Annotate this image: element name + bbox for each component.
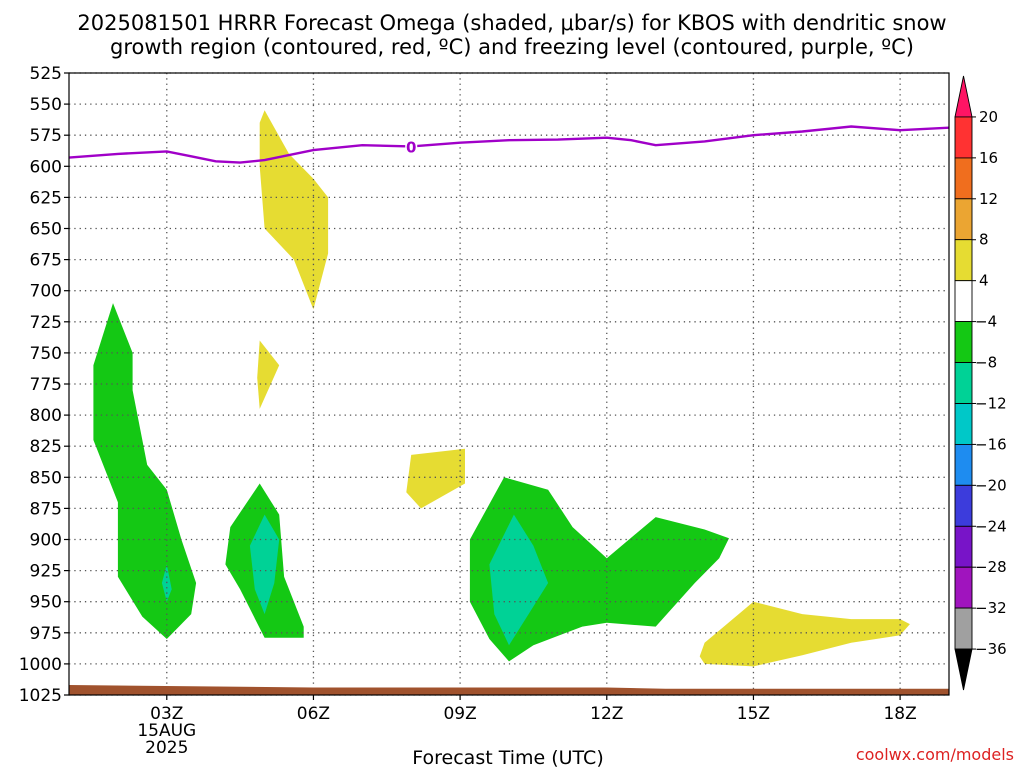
colorbar-swatch-13 (954, 607, 973, 650)
y-tick-label-2: 575 (30, 126, 62, 146)
y-tick-label-16: 925 (30, 562, 62, 582)
y-tick-label-7: 700 (30, 282, 62, 302)
colorbar-label-8: −16 (975, 435, 1007, 453)
omega-region-9 (489, 514, 549, 646)
colorbar-swatch-11 (954, 525, 973, 568)
omega-region-4 (93, 303, 197, 639)
freezing-level-line (68, 125, 950, 164)
colorbar-label-4: 4 (979, 272, 989, 290)
y-tick-label-10: 775 (30, 375, 62, 395)
colorbar-swatch-2 (954, 157, 973, 200)
chart-title-line1: 2025081501 HRRR Forecast Omega (shaded, … (77, 11, 946, 35)
y-tick-label-9: 750 (30, 344, 62, 364)
y-tick-label-18: 975 (30, 624, 62, 644)
y-tick-label-15: 900 (30, 531, 62, 551)
colorbar: 20 16 12 8 4 −4 −8 −12 −16 −20 −24 −28 −32 −36 (954, 75, 1007, 691)
colorbar-swatch-9 (954, 443, 973, 486)
omega-region-0 (259, 110, 329, 310)
colorbar-swatch-14 (954, 648, 973, 691)
y-tick-label-20: 1025 (19, 686, 62, 706)
x-tick-label-4: 15Z (737, 704, 770, 724)
site-credit: coolwx.com/models (856, 745, 1014, 764)
y-tick-label-8: 725 (30, 313, 62, 333)
colorbar-swatch-6 (954, 321, 973, 363)
colorbar-swatch-10 (954, 484, 973, 527)
colorbar-label-0: 20 (979, 108, 998, 126)
omega-region-3 (699, 601, 910, 667)
x-tick-label-5: 18Z (883, 704, 916, 724)
colorbar-label-1: 16 (979, 149, 998, 167)
x-tick-label-0: 03Z (150, 704, 183, 724)
colorbar-swatch-4 (954, 239, 973, 282)
x-tick-label-2: 09Z (443, 704, 476, 724)
y-tick-label-13: 850 (30, 468, 62, 488)
y-tick-label-6: 675 (30, 251, 62, 271)
y-tick-label-4: 625 (30, 188, 62, 208)
freezing-level-label: 0 (406, 138, 416, 156)
y-tick-label-14: 875 (30, 499, 62, 519)
omega-region-6 (469, 477, 729, 662)
omega-region-8 (249, 514, 280, 615)
plot-area: 0 525 550 575 600 625 650 675 700 725 750 775 800 825… (19, 64, 950, 758)
colorbar-label-11: −28 (975, 558, 1007, 576)
freezing-level-label-bg (405, 138, 418, 155)
colorbar-label-3: 8 (979, 231, 989, 249)
terrain-ground (69, 685, 949, 695)
colorbar-swatch-1 (954, 116, 973, 159)
y-tick-label-11: 800 (30, 406, 62, 426)
chart-title-line2: growth region (contoured, red, ºC) and f… (110, 35, 914, 59)
x-tick-year-0: 2025 (145, 738, 188, 758)
y-tick-label-0: 525 (30, 64, 62, 84)
y-tick-label-12: 825 (30, 437, 62, 457)
y-tick-label-5: 650 (30, 220, 62, 240)
y-tick-label-3: 600 (30, 157, 62, 177)
colorbar-label-7: −12 (975, 394, 1007, 412)
omega-region-1 (257, 340, 280, 409)
colorbar-swatch-7 (954, 362, 973, 404)
colorbar-label-13: −36 (975, 640, 1007, 658)
colorbar-label-5: −4 (975, 313, 997, 331)
y-tick-label-1: 550 (30, 95, 62, 115)
x-tick-label-3: 12Z (590, 704, 623, 724)
colorbar-swatch-8 (954, 403, 973, 445)
colorbar-swatch-12 (954, 566, 973, 609)
colorbar-label-2: 12 (979, 190, 998, 208)
y-tick-label-19: 1000 (19, 655, 62, 675)
colorbar-swatch-5 (954, 280, 973, 323)
colorbar-swatch-0 (954, 75, 973, 118)
colorbar-label-6: −8 (975, 354, 997, 372)
colorbar-label-9: −20 (975, 476, 1007, 494)
x-tick-date-0: 15AUG (137, 721, 196, 741)
omega-region-2 (406, 448, 465, 509)
y-tick-label-17: 950 (30, 593, 62, 613)
x-tick-label-1: 06Z (297, 704, 330, 724)
colorbar-label-12: −32 (975, 599, 1007, 617)
colorbar-label-10: −24 (975, 517, 1007, 535)
x-axis-label: Forecast Time (UTC) (412, 747, 603, 768)
colorbar-swatch-3 (954, 198, 973, 241)
